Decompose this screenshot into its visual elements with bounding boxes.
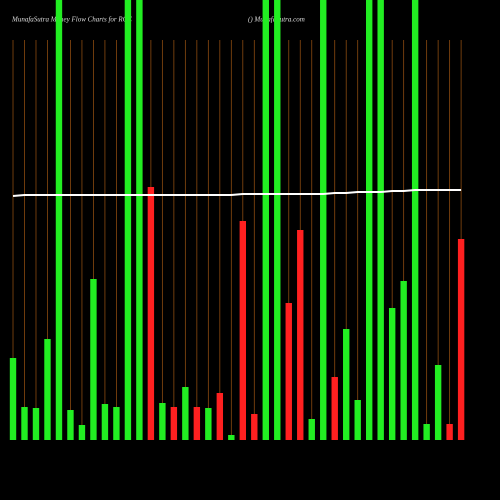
bar xyxy=(388,308,396,440)
chart-title: MunafaSutra Money Flow Charts for RCC xyxy=(11,16,132,24)
bar xyxy=(228,435,235,440)
bar xyxy=(274,0,281,440)
bar xyxy=(136,0,143,440)
bar xyxy=(239,221,247,440)
bar xyxy=(124,0,132,440)
bar xyxy=(101,404,109,440)
bar xyxy=(90,279,97,440)
bar xyxy=(423,424,430,440)
bar xyxy=(44,339,51,440)
bar xyxy=(159,403,166,440)
bar xyxy=(331,377,338,440)
bar xyxy=(113,407,120,440)
bar xyxy=(400,281,407,440)
bar xyxy=(182,387,189,440)
line xyxy=(12,189,462,197)
bar xyxy=(434,365,442,440)
bar xyxy=(251,414,258,440)
bar xyxy=(78,425,86,440)
bar xyxy=(67,410,74,440)
bar xyxy=(147,187,155,440)
bar xyxy=(457,239,465,440)
bar xyxy=(377,0,384,440)
bar xyxy=(297,230,304,440)
bar xyxy=(32,408,40,440)
bar xyxy=(262,0,269,440)
bar xyxy=(343,329,350,440)
bar xyxy=(216,393,224,440)
bar xyxy=(446,424,453,440)
bar xyxy=(170,407,178,440)
bar xyxy=(55,0,63,440)
bar xyxy=(205,408,212,440)
bar xyxy=(354,400,361,440)
bar xyxy=(21,407,28,440)
bar xyxy=(193,407,201,440)
bar xyxy=(308,419,315,440)
bar xyxy=(365,0,373,440)
bar xyxy=(285,303,292,440)
bar xyxy=(320,0,327,440)
bar xyxy=(9,358,17,440)
bar xyxy=(411,0,419,440)
